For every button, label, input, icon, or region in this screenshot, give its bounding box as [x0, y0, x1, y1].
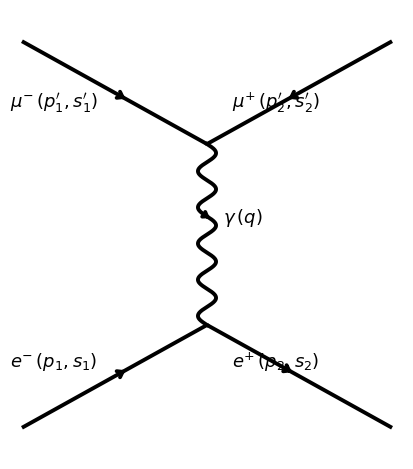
- Text: $\mu^{+}\,(p_2^{\prime},s_2^{\prime})$: $\mu^{+}\,(p_2^{\prime},s_2^{\prime})$: [231, 91, 319, 115]
- Text: $e^{-}\,(p_1,s_1)$: $e^{-}\,(p_1,s_1)$: [9, 351, 97, 373]
- Text: $\mu^{-}\,(p_1^{\prime},s_1^{\prime})$: $\mu^{-}\,(p_1^{\prime},s_1^{\prime})$: [9, 91, 97, 115]
- Text: $\gamma\,(q)$: $\gamma\,(q)$: [223, 207, 262, 229]
- Text: $e^{+}\,(p_2,s_2)$: $e^{+}\,(p_2,s_2)$: [231, 350, 318, 374]
